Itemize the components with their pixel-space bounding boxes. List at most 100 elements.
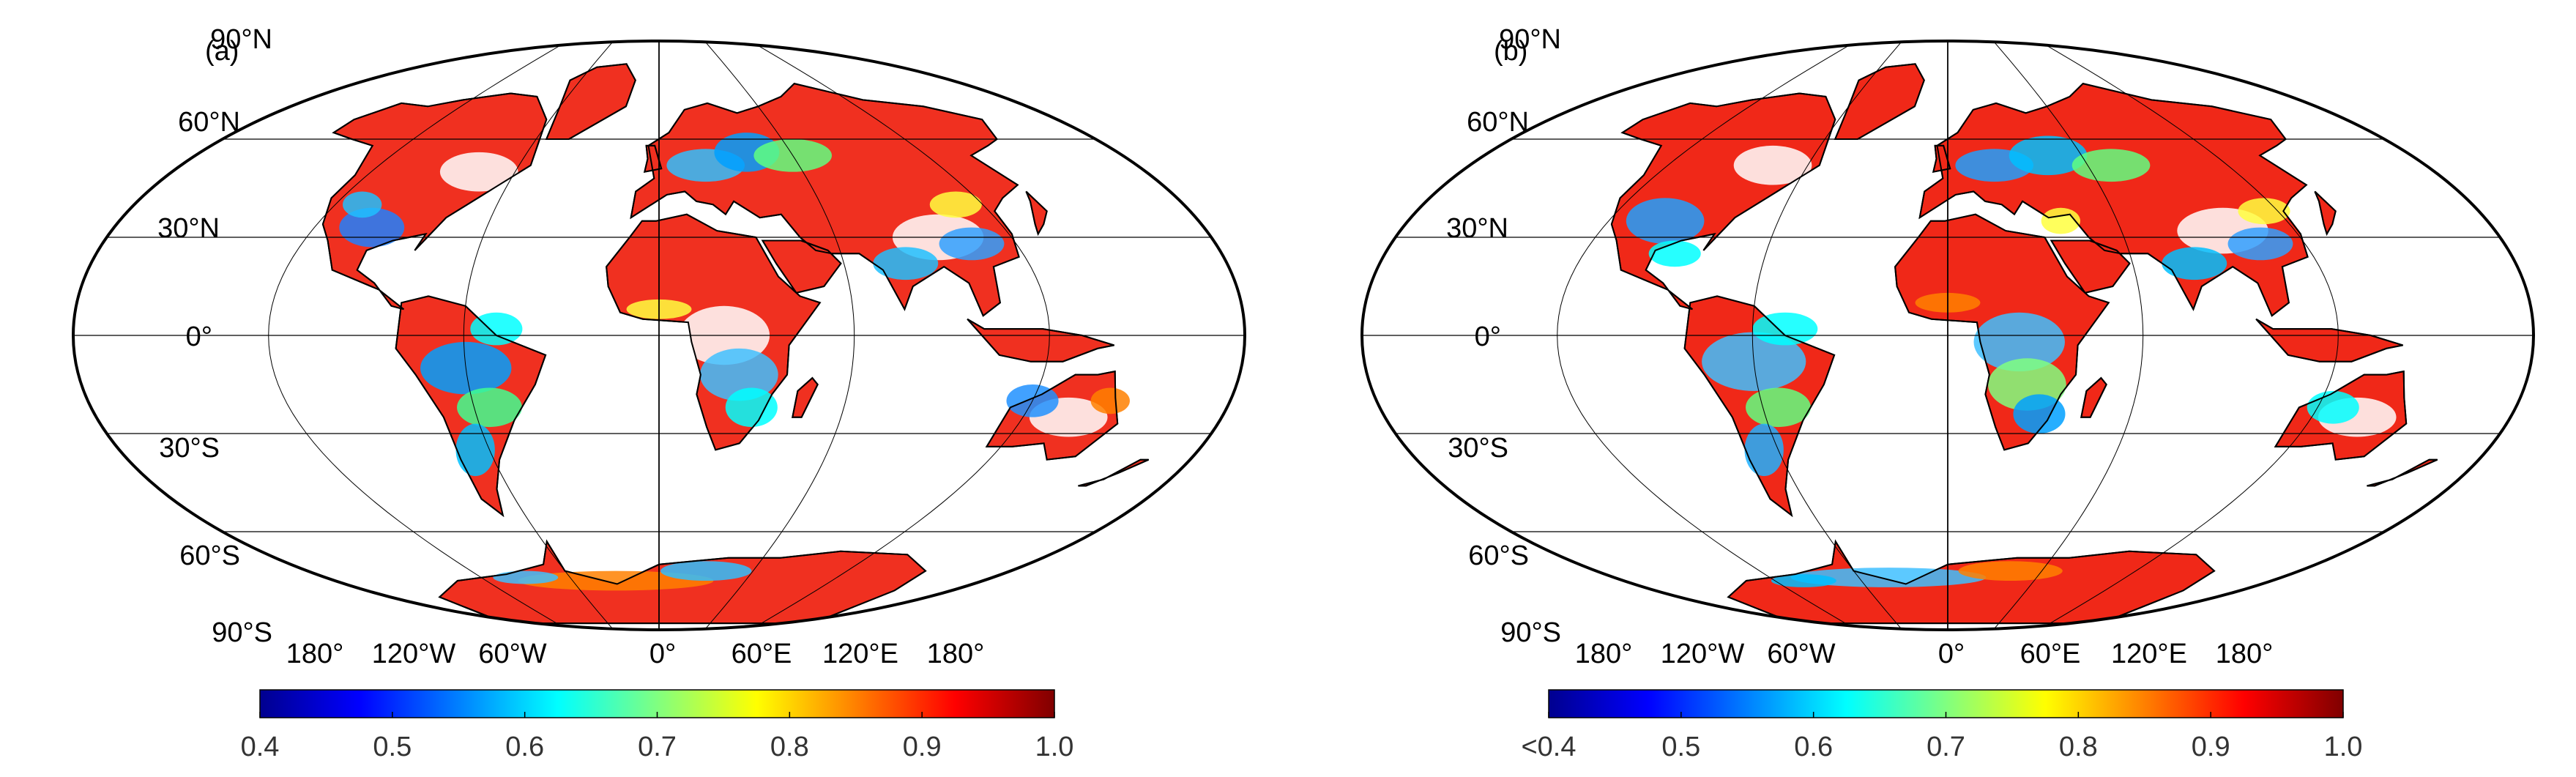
value-patch [700,348,778,401]
value-patch [929,191,982,218]
latitude-label: 30°N [157,213,220,244]
colorbar-tick-label: <0.4 [1521,732,1576,762]
value-patch [2227,227,2293,261]
colorbar-tick-label: 0.6 [505,732,544,762]
meridian-line [704,41,855,630]
value-patch [1771,574,1836,587]
coastline-south-america [1683,295,1836,518]
longitude-label: 60°E [732,639,792,669]
colorbar-tick-label: 0.7 [638,732,677,762]
latitude-label: 60°N [178,107,240,138]
colorbar-tick-label: 0.7 [1927,732,1965,762]
panel-b-map: (b)90°N 60°N 30°N 0° 30°S 60°S 90°S 180° 120°W 60… [1360,24,2535,762]
value-patch [2238,198,2290,225]
coastline-japan [2314,190,2337,237]
coastline-greenland [545,63,636,140]
value-patch [2009,135,2088,176]
value-patch [1626,198,1705,244]
value-patch [1790,568,1987,587]
longitude-label: 120°W [1661,639,1745,669]
coastline-africa [606,213,822,451]
longitude-label: 120°E [2111,639,2187,669]
coastline-australia [2274,370,2408,461]
coastline-south-america [395,295,547,518]
value-patch [2071,149,2151,182]
latitude-label: 30°S [1448,433,1508,464]
coastline-africa [1894,213,2110,451]
longitude-label: 0° [1938,639,1965,669]
meridian-line [1992,41,2144,630]
coastline-madagascar [2080,376,2107,418]
longitude-label: 120°W [372,639,456,669]
latitude-label: 30°S [159,433,220,464]
coastline-nz [2367,458,2438,487]
value-patch [2162,247,2227,280]
value-patch [939,227,1005,261]
latitude-label: 0° [186,321,212,352]
coastline-europe-asia [630,82,1020,317]
coastline-japan [1025,190,1048,237]
meridian-line [2039,41,2339,630]
latitude-label: 90°S [1500,617,1561,648]
longitude-label: 180° [286,639,344,669]
longitude-label: 60°W [1767,639,1835,669]
longitude-label: 0° [649,639,676,669]
coastline-nz [1078,458,1150,487]
longitude-label: 180° [927,639,985,669]
value-patch [1752,312,1818,346]
meridian-line [1752,41,1903,630]
value-patch [2307,390,2359,424]
map-frame [72,40,1246,631]
coastline-antarctica [1727,539,2216,625]
coastline-indonesia [967,318,1114,363]
colorbar-tick-label: 0.5 [1661,732,1700,762]
latitude-label: 90°N [1499,24,1561,55]
coastline-antarctica [438,539,927,625]
colorbar-tick-label: 0.8 [770,732,809,762]
coastline-north-america [321,92,548,311]
latitude-label: 90°N [210,24,272,55]
coastline-madagascar [792,376,819,418]
meridian-line [463,41,614,630]
graticule [73,41,1245,630]
coastline-indonesia [2255,318,2403,363]
value-patch [518,570,714,591]
coastline-arabia [2050,239,2131,294]
value-patch [439,152,518,192]
latitude-label: 60°S [179,540,240,571]
value-patch [455,423,495,477]
colorbar-tick-label: 1.0 [1035,732,1074,762]
latitude-label: 90°S [212,617,272,648]
graticule [1362,41,2534,630]
coastline-north-america [1610,92,1836,311]
latitude-label: 60°N [1467,107,1529,138]
latitude-label: 60°S [1468,540,1529,571]
value-patch [873,247,939,280]
coastline-europe-asia [1918,82,2309,317]
meridian-line [750,41,1050,630]
colorbar-tick-label: 0.8 [2059,732,2098,762]
latitude-label: 0° [1475,321,1501,352]
coastline-australia [985,370,1119,461]
colorbar-tick-label: 0.5 [373,732,412,762]
panel-a-map: (a)90°N 60°N 30°N 0° 30°S 60°S 90°S 180° 120°W 60… [72,24,1246,762]
value-patch [343,191,382,218]
colorbar-tick-label: 0.9 [903,732,942,762]
value-patch [1733,145,1812,185]
colorbar-tick-label: 0.9 [2192,732,2230,762]
panel-label: (b) [1494,36,1527,67]
longitude-label: 60°W [478,639,546,669]
colorbar-tick-label: 0.6 [1794,732,1833,762]
map-frame [1360,40,2535,631]
value-patch [493,570,559,584]
panel-label: (a) [205,36,239,67]
value-patch [660,561,752,581]
value-patch [725,387,778,428]
value-patch [2013,394,2066,434]
value-patch [1090,387,1130,414]
value-patch [457,387,522,428]
value-patch [470,312,523,346]
value-patch [1958,561,2063,581]
colorbar-tick-label: 0.4 [241,732,280,762]
